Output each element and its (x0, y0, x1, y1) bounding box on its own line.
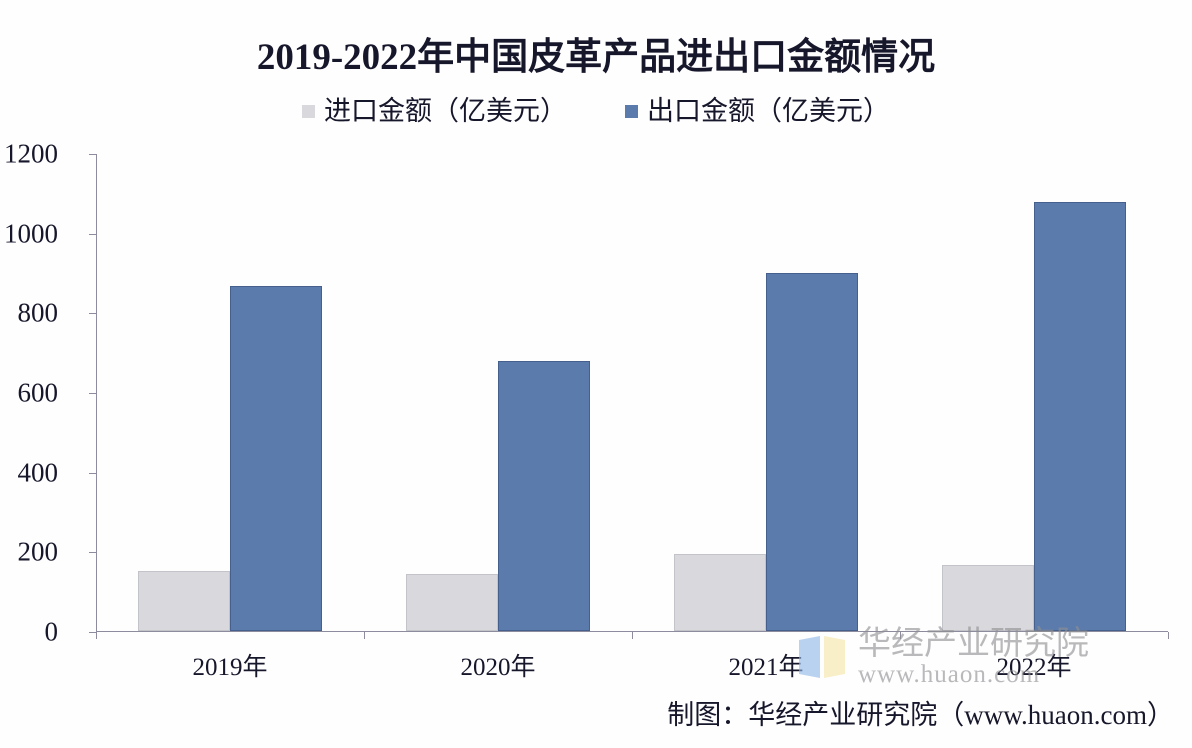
chart-title: 2019-2022年中国皮革产品进出口金额情况 (256, 37, 936, 78)
plot-area: 0 200 400 600 800 1000 1200 2019年 2020年 2021年 202… (4, 140, 1169, 680)
legend-item-import[interactable]: 进口金额（亿美元） (302, 98, 567, 125)
x-axis-tick (900, 632, 901, 639)
bar-export-2022年[interactable] (1034, 202, 1126, 631)
x-axis-tick-label: 2019年 (192, 654, 268, 681)
bar-import-2019年[interactable] (138, 570, 230, 631)
y-axis-tick-label: 1000 (4, 218, 58, 249)
y-axis-tick (89, 632, 96, 633)
huaon-logo-icon (796, 634, 848, 682)
legend-swatch-import-icon (302, 105, 315, 118)
legend-label-export: 出口金额（亿美元） (647, 96, 890, 126)
bar-import-2021年[interactable] (674, 554, 766, 631)
x-axis-tick (1168, 632, 1169, 639)
bar-import-2020年[interactable] (406, 574, 498, 631)
bar-export-2019年[interactable] (230, 286, 322, 631)
y-axis-tick-label: 400 (17, 457, 59, 488)
x-axis-tick (96, 632, 97, 639)
legend-item-export[interactable]: 出口金额（亿美元） (625, 98, 890, 125)
x-axis-tick (364, 632, 365, 639)
y-axis-tick (89, 313, 96, 315)
y-axis-tick (89, 393, 96, 394)
x-axis-tick (632, 632, 633, 639)
x-axis-tick-label: 2022年 (996, 654, 1072, 681)
y-axis-tick-label: 1200 (4, 138, 58, 169)
y-axis-tick-label: 600 (17, 377, 59, 408)
y-axis-tick (89, 472, 96, 474)
bar-import-2022年[interactable] (942, 564, 1034, 631)
legend-label-import: 进口金额（亿美元） (324, 96, 567, 126)
y-axis-tick (89, 233, 96, 235)
x-axis-tick-label: 2020年 (460, 654, 536, 681)
chart-legend: 进口金额（亿美元） 出口金额（亿美元） (0, 98, 1192, 125)
x-axis-line (96, 631, 1168, 632)
footer-credit: 制图：华经产业研究院（www.huaon.com） (667, 700, 1174, 730)
y-axis-tick-label: 0 (44, 616, 59, 647)
y-axis-tick-label: 800 (17, 297, 59, 328)
bar-export-2020年[interactable] (498, 360, 590, 631)
legend-swatch-export-icon (625, 105, 638, 118)
x-axis-tick-label: 2021年 (728, 654, 804, 681)
bar-export-2021年[interactable] (766, 272, 858, 631)
y-axis-tick (89, 154, 96, 155)
y-axis-tick-label: 200 (17, 536, 59, 567)
y-axis-tick (89, 552, 96, 554)
y-axis-line (96, 154, 97, 632)
